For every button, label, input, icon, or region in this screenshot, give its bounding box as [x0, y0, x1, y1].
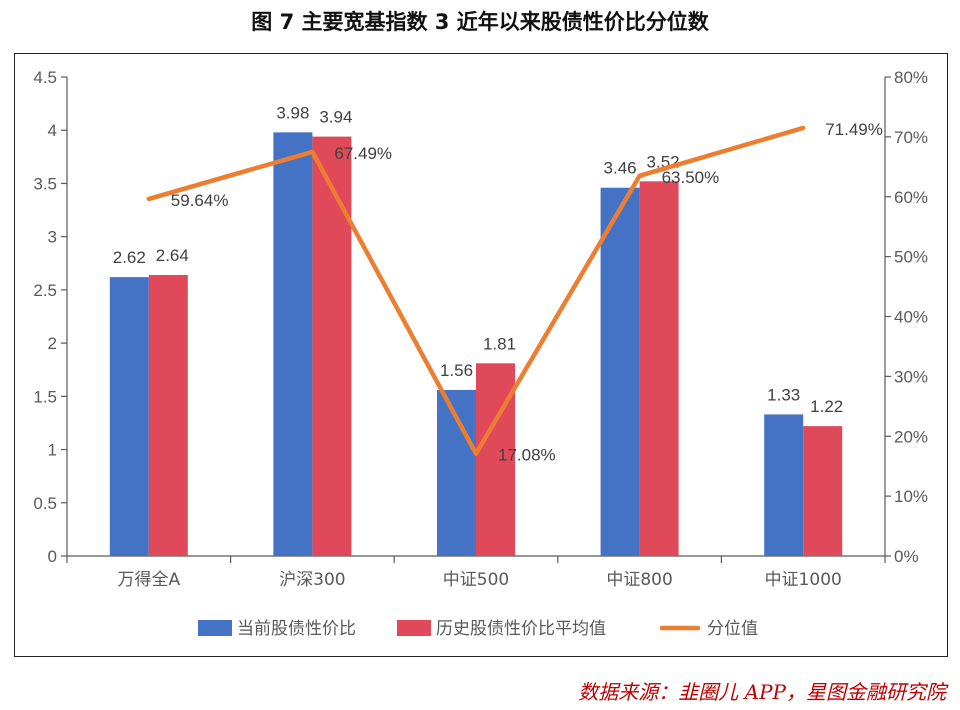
- left-tick-label: 1.5: [33, 387, 57, 406]
- left-tick-label: 0: [48, 547, 57, 566]
- category-label: 中证500: [443, 570, 509, 590]
- percentile-point: [638, 174, 641, 177]
- left-tick-label: 1: [48, 441, 57, 460]
- data-label-history: 1.22: [810, 397, 843, 416]
- right-tick-label: 40%: [894, 308, 928, 327]
- legend-swatch-current: [198, 620, 232, 636]
- right-tick-label: 0%: [894, 547, 919, 566]
- left-tick-label: 4: [48, 121, 57, 140]
- data-label-current: 2.62: [113, 248, 146, 267]
- data-label-percentile: 67.49%: [334, 144, 392, 163]
- legend-label-history: 历史股债性价比平均值: [436, 619, 606, 639]
- bar-history: [312, 136, 352, 556]
- right-tick-label: 10%: [894, 487, 928, 506]
- right-tick-label: 70%: [894, 128, 928, 147]
- category-label: 万得全A: [117, 570, 180, 590]
- left-tick-label: 2.5: [33, 281, 57, 300]
- left-tick-label: 3: [48, 228, 57, 247]
- data-label-percentile: 63.50%: [662, 168, 720, 187]
- data-label-current: 1.56: [440, 361, 473, 380]
- bar-history: [148, 274, 188, 556]
- percentile-point: [311, 150, 314, 153]
- right-tick-label: 30%: [894, 367, 928, 386]
- right-tick-label: 60%: [894, 188, 928, 207]
- bar-current: [109, 277, 149, 556]
- left-tick-label: 4.5: [33, 68, 57, 87]
- left-tick-label: 2: [48, 334, 57, 353]
- category-label: 中证800: [606, 570, 672, 590]
- category-label: 沪深300: [279, 570, 345, 590]
- bar-history: [639, 181, 679, 556]
- category-label: 中证1000: [765, 570, 842, 590]
- bar-current: [273, 132, 313, 556]
- percentile-point: [147, 197, 150, 200]
- data-label-history: 3.94: [319, 108, 352, 127]
- percentile-point: [802, 126, 805, 129]
- data-label-current: 1.33: [767, 385, 800, 404]
- chart-title: 图 7 主要宽基指数 3 近年以来股债性价比分位数: [251, 10, 709, 34]
- left-tick-label: 3.5: [33, 174, 57, 193]
- left-tick-label: 0.5: [33, 494, 57, 513]
- source-note: 数据来源：韭圈儿 APP，星图金融研究院: [578, 680, 946, 704]
- data-label-history: 1.81: [483, 334, 516, 353]
- chart-frame: [14, 53, 948, 657]
- data-label-percentile: 17.08%: [498, 446, 556, 465]
- data-label-history: 2.64: [156, 246, 189, 265]
- legend-swatch-history: [397, 620, 431, 636]
- bar-history: [803, 426, 843, 556]
- legend-label-current: 当前股债性价比: [237, 619, 356, 639]
- right-tick-label: 20%: [894, 427, 928, 446]
- percentile-point: [475, 452, 477, 455]
- right-tick-label: 80%: [894, 68, 928, 87]
- right-tick-label: 50%: [894, 248, 928, 267]
- data-label-current: 3.46: [604, 159, 637, 178]
- bar-current: [600, 187, 640, 557]
- bar-current: [764, 414, 804, 556]
- data-label-percentile: 71.49%: [825, 120, 883, 139]
- data-label-percentile: 59.64%: [171, 191, 229, 210]
- legend-label-percentile: 分位值: [707, 619, 758, 639]
- data-label-current: 3.98: [276, 103, 309, 122]
